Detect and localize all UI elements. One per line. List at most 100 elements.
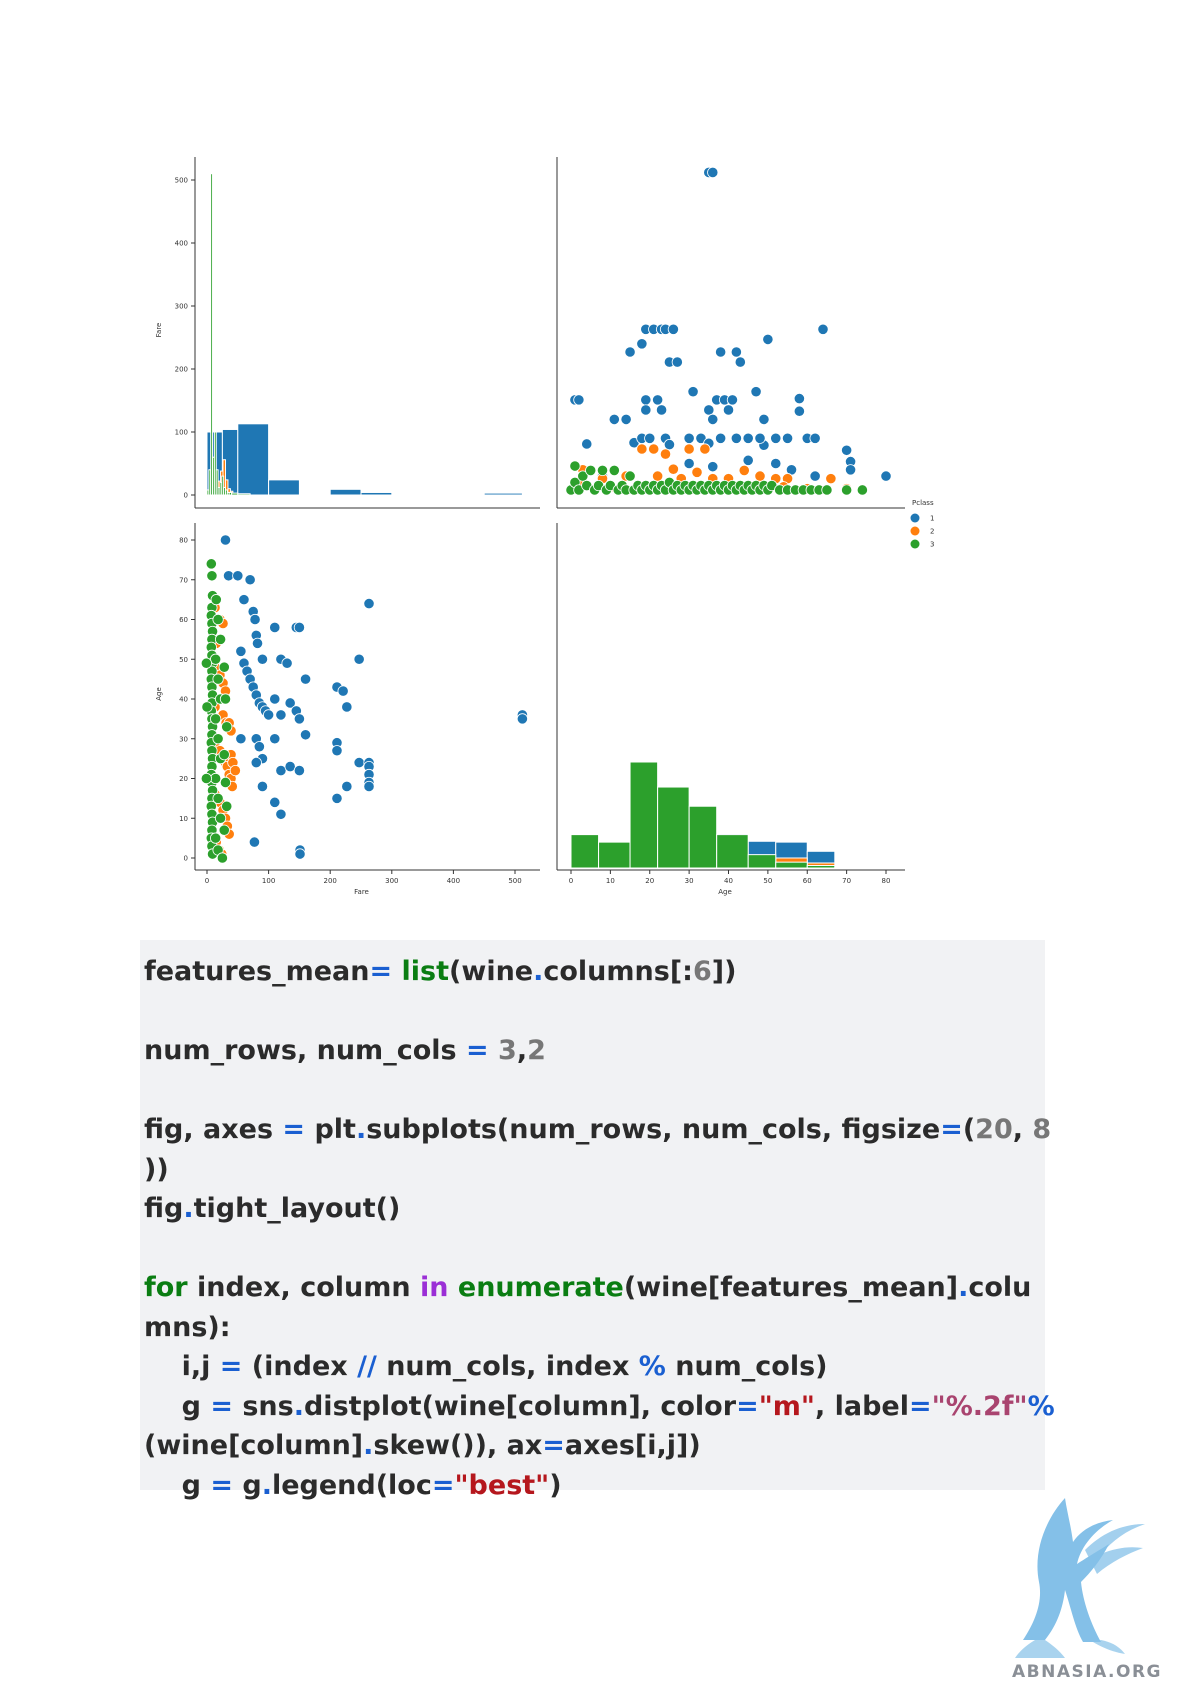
scatter-point bbox=[809, 470, 821, 482]
histogram-bar bbox=[688, 805, 718, 869]
histogram-bar bbox=[598, 841, 631, 869]
code-token: mns): bbox=[144, 1311, 231, 1343]
scatter-point bbox=[726, 394, 739, 406]
code-token: g bbox=[232, 1469, 262, 1501]
pclass-legend: Pclass 1 2 3 bbox=[910, 499, 934, 549]
scatter-point bbox=[269, 693, 281, 705]
scatter-point bbox=[219, 776, 232, 789]
histogram-bar bbox=[268, 479, 300, 496]
code-token: 6 bbox=[692, 956, 712, 987]
code-token: = bbox=[210, 1390, 233, 1422]
scatter-point bbox=[284, 760, 296, 773]
scatter-point bbox=[754, 432, 766, 444]
scatter-point bbox=[841, 484, 853, 496]
code-token: 3 bbox=[498, 1035, 517, 1066]
code-token: "best" bbox=[454, 1469, 550, 1501]
histogram-bar bbox=[716, 834, 749, 869]
code-token: = bbox=[210, 1469, 233, 1501]
scatter-point bbox=[715, 432, 727, 444]
scatter-point bbox=[730, 432, 742, 444]
histogram-bar bbox=[221, 475, 225, 496]
code-token: skew()), ax bbox=[373, 1430, 543, 1461]
scatter-point bbox=[730, 346, 742, 358]
y-tick-label: 70 bbox=[179, 576, 188, 584]
scatter-point bbox=[825, 473, 837, 485]
code-token: axes[i,j]) bbox=[564, 1430, 701, 1461]
code-token: , label bbox=[814, 1390, 909, 1422]
scatter-point bbox=[841, 444, 853, 456]
histogram-bar bbox=[775, 861, 808, 869]
code-token: . bbox=[261, 1469, 272, 1501]
x-tick-label: 400 bbox=[447, 877, 460, 885]
x-tick-label: 500 bbox=[508, 877, 521, 885]
scatter-point bbox=[742, 432, 754, 444]
scatter-point bbox=[353, 653, 365, 665]
code-line: num_rows, num_cols = 3,2 bbox=[144, 1031, 1039, 1071]
code-token: g bbox=[144, 1390, 211, 1422]
code-token: ( bbox=[962, 1114, 976, 1145]
scatter-point bbox=[275, 709, 287, 721]
code-line: (wine[column].skew()), ax=axes[i,j]) bbox=[144, 1426, 1039, 1466]
scatter-point bbox=[281, 657, 293, 669]
scatter-point bbox=[275, 764, 287, 777]
scatter-point bbox=[569, 460, 581, 472]
histogram-bar bbox=[213, 431, 217, 496]
scatter-point bbox=[293, 621, 305, 634]
scatter-point bbox=[235, 733, 247, 745]
scatter-point bbox=[809, 432, 821, 444]
y-tick-label: 400 bbox=[175, 240, 188, 248]
scatter-point bbox=[262, 709, 275, 721]
histogram-bar bbox=[483, 492, 523, 496]
scatter-point bbox=[722, 404, 735, 416]
scatter-point bbox=[577, 470, 589, 482]
scatter-point bbox=[218, 661, 230, 673]
scatter-point bbox=[363, 597, 375, 610]
scatter-point bbox=[337, 685, 349, 697]
scatter-point bbox=[608, 464, 620, 477]
scatter-point bbox=[218, 824, 230, 836]
x-tick-label: 300 bbox=[385, 877, 398, 885]
scatter-point bbox=[608, 413, 620, 425]
legend-label: 2 bbox=[930, 528, 934, 536]
histogram-bar bbox=[747, 854, 777, 869]
scatter-point bbox=[636, 338, 648, 350]
scatter-point bbox=[256, 653, 269, 665]
scatter-point bbox=[216, 852, 228, 864]
x-tick-label: 0 bbox=[569, 877, 573, 885]
code-token: num_rows, num_cols bbox=[144, 1035, 466, 1066]
scatter-point bbox=[210, 653, 222, 665]
histogram-bar bbox=[806, 864, 836, 869]
code-token: , bbox=[1012, 1114, 1033, 1145]
code-token: = bbox=[219, 1351, 243, 1382]
code-token: fig bbox=[144, 1193, 184, 1224]
histogram-bar bbox=[237, 423, 270, 496]
scatter-point bbox=[219, 534, 232, 546]
code-token: . bbox=[363, 1430, 374, 1461]
scatter-point bbox=[269, 796, 281, 808]
scatter-point bbox=[353, 756, 365, 769]
scatter-point bbox=[636, 443, 648, 455]
scatter-point bbox=[770, 457, 782, 470]
scatter-point bbox=[754, 470, 766, 482]
scatter-point bbox=[222, 570, 235, 582]
scatter-point bbox=[793, 393, 805, 405]
x-tick-label: 80 bbox=[882, 877, 891, 885]
legend-label: 3 bbox=[930, 541, 934, 549]
code-token: 8 bbox=[1032, 1114, 1052, 1145]
legend-marker bbox=[910, 539, 920, 549]
series-group bbox=[206, 173, 523, 496]
legend-marker bbox=[910, 513, 920, 523]
histogram-bar bbox=[231, 492, 239, 496]
code-line: fig, axes = plt.subplots(num_rows, num_c… bbox=[144, 1110, 1051, 1150]
code-token: list bbox=[401, 956, 450, 987]
code-token: = bbox=[542, 1430, 565, 1461]
scatter-point bbox=[734, 356, 746, 368]
scatter-point bbox=[707, 413, 719, 425]
code-token: distplot(wine[column], color bbox=[303, 1390, 737, 1422]
histogram-bar bbox=[570, 834, 600, 869]
code-token: colu bbox=[968, 1272, 1032, 1303]
code-token: = bbox=[736, 1390, 759, 1422]
code-token bbox=[448, 1272, 457, 1303]
x-tick-label: 0 bbox=[205, 877, 209, 885]
y-tick-label: 30 bbox=[179, 735, 188, 743]
